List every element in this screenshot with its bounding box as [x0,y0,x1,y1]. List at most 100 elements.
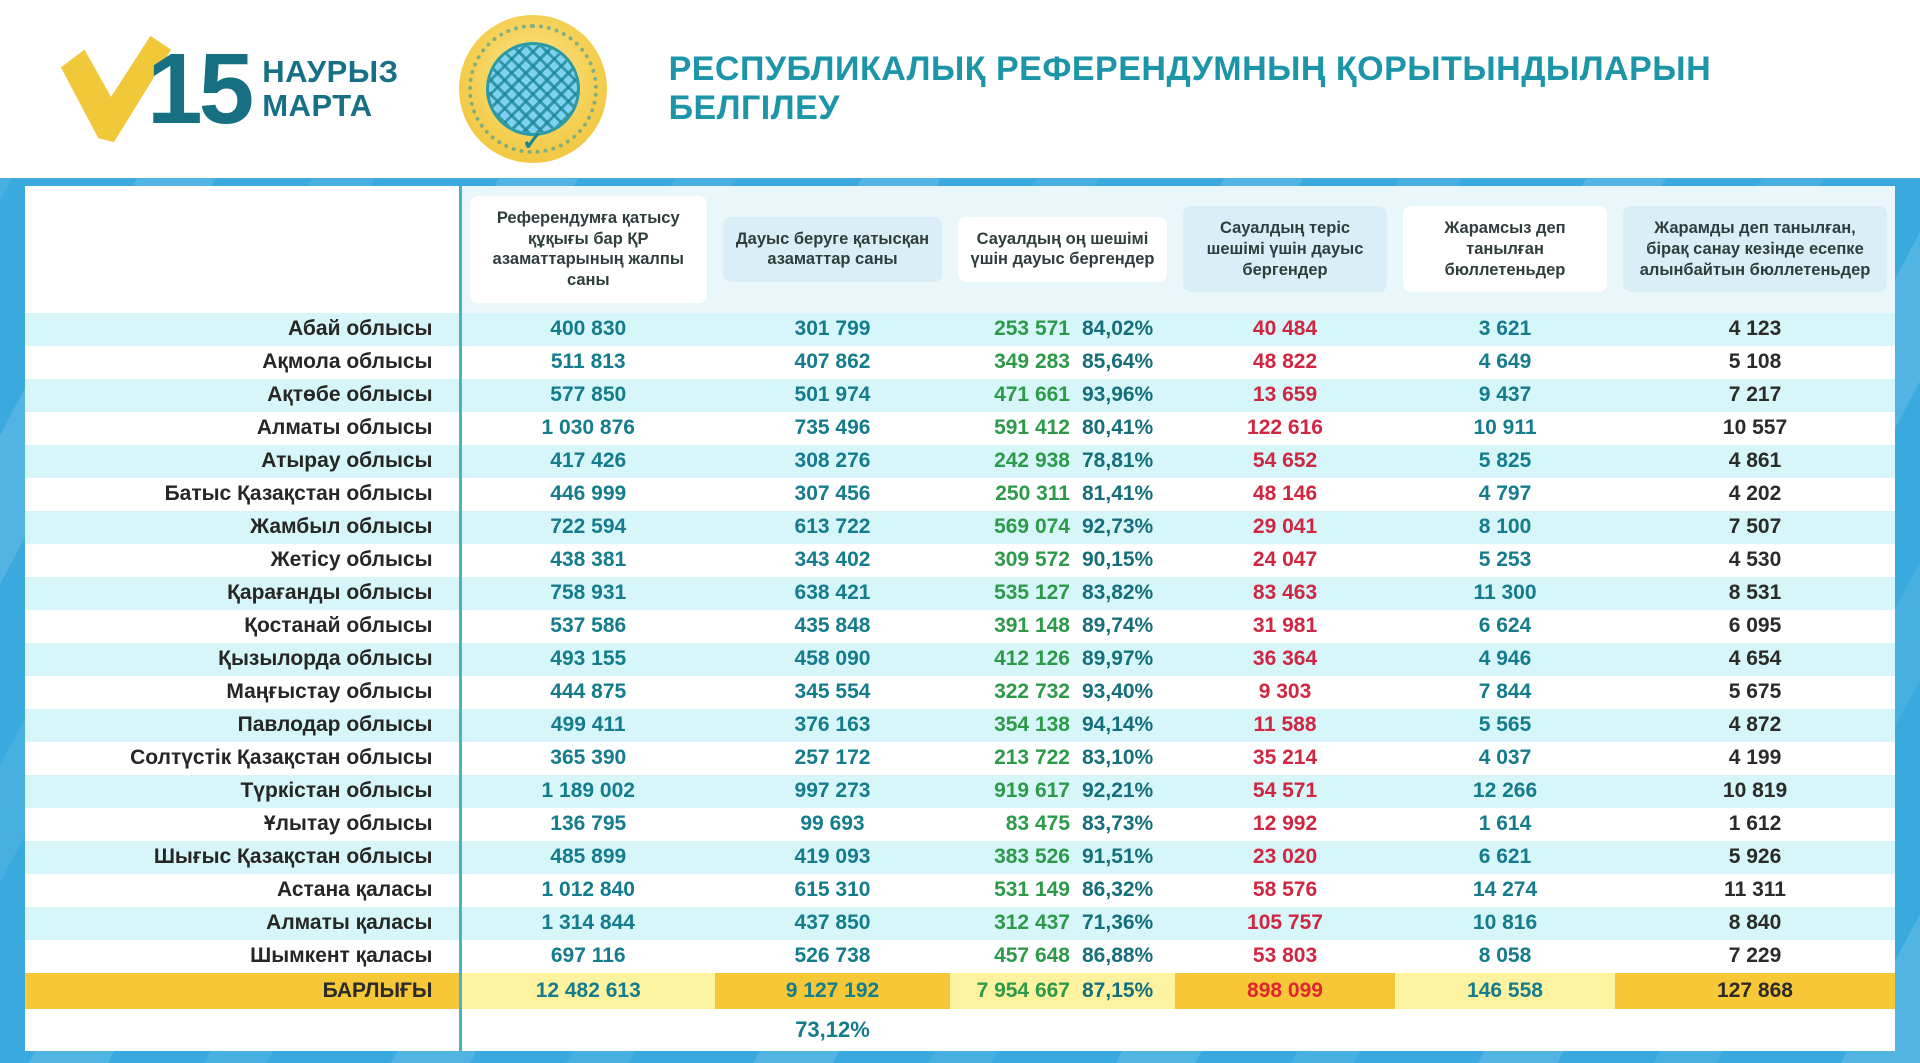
cell-invalid: 5 253 [1478,548,1532,571]
cell-voted: 308 276 [794,449,871,472]
column-header-eligible: Референдумға қатысу құқығы бар ҚР азамат… [458,186,715,313]
total-eligible: 12 482 613 [458,972,715,1009]
cell-region: Ұлытау облысы [263,812,433,835]
cell-eligible: 1 030 876 [458,411,715,445]
cell-yes-pct: 89,97% [1082,647,1154,670]
cell-no: 53 803 [1252,944,1318,967]
cell-region: Батыс Қазақстан облысы [164,482,433,505]
cell-yes: 531 149 [994,878,1070,901]
cell-eligible: 697 116 [458,939,715,973]
cell-yes: 242 938 [994,449,1070,472]
check-icon [60,35,172,143]
cell-no: 36 364 [1252,647,1318,670]
cell-yes: 253 571 [994,317,1070,340]
turnout-spacer [25,1009,460,1051]
cell-uncounted: 7 229 [1728,944,1782,967]
cell-uncounted: 5 675 [1728,680,1782,703]
cell-yes: 354 138 [994,713,1070,736]
table-row: Ақтөбе облысы 577 850 501 974 471 661 93,96%… [25,378,1896,412]
table-row: Батыс Қазақстан облысы 446 999 307 456 250 … [25,477,1896,511]
cell-region: Түркістан облысы [240,779,433,802]
column-header-voted: Дауыс беруге қатысқан азаматтар саны [715,186,950,313]
table-body: Абай облысы 400 830 301 799 253 571 84,02% 40… [25,312,1896,973]
cell-voted: 301 799 [794,317,871,340]
cell-yes-pct: 92,21% [1082,779,1154,802]
cell-invalid: 5 565 [1478,713,1532,736]
cell-yes: 569 074 [994,515,1070,538]
cell-no: 29 041 [1252,515,1318,538]
cell-invalid: 8 058 [1478,944,1532,967]
turnout-row: 73,12% [25,1008,1896,1051]
month-russian: МАРТА [262,88,373,123]
cell-region: Павлодар облысы [237,713,433,736]
cell-region: Шығыс Қазақстан облысы [153,845,433,868]
table-row: Ұлытау облысы 136 795 99 693 83 475 83,73% 12… [25,807,1896,841]
cell-invalid: 4 037 [1478,746,1532,769]
cell-yes-pct: 94,14% [1082,713,1154,736]
cell-voted: 407 862 [794,350,871,373]
cell-uncounted: 4 123 [1728,317,1782,340]
cell-yes-pct: 85,64% [1082,350,1154,373]
table-row: Астана қаласы 1 012 840 615 310 531 149 86,3… [25,873,1896,907]
top-bar: 15 НАУРЫЗ МАРТА ✓ РЕСПУБЛИКАЛЫҚ РЕФЕРЕНД… [0,0,1920,178]
turnout-spacer [458,1008,715,1051]
cell-no: 35 214 [1252,746,1318,769]
turnout-spacer [950,1009,1895,1051]
cell-yes-pct: 93,96% [1082,383,1154,406]
cell-voted: 307 456 [794,482,871,505]
date-months: НАУРЫЗ МАРТА [262,54,398,123]
results-table: Референдумға қатысу құқығы бар ҚР азамат… [25,186,1896,1051]
cell-yes-pct: 71,36% [1082,911,1154,934]
cell-yes: 83 475 [1005,812,1070,835]
table-row: Павлодар облысы 499 411 376 163 354 138 94,1… [25,708,1896,742]
cell-eligible: 1 189 002 [458,774,715,808]
cell-invalid: 4 649 [1478,350,1532,373]
cell-yes: 535 127 [994,581,1070,604]
cell-no: 13 659 [1252,383,1318,406]
cell-uncounted: 7 217 [1728,383,1782,406]
cell-yes-pct: 84,02% [1082,317,1154,340]
cell-uncounted: 7 507 [1728,515,1782,538]
cell-invalid: 10 911 [1473,416,1537,439]
cell-no: 40 484 [1252,317,1318,340]
cell-uncounted: 4 202 [1728,482,1782,505]
cell-uncounted: 4 654 [1728,647,1782,670]
cell-eligible: 438 381 [458,543,715,577]
cell-yes: 349 283 [994,350,1070,373]
cell-yes: 412 126 [994,647,1070,670]
cell-uncounted: 6 095 [1728,614,1782,637]
results-board: Референдумға қатысу құқығы бар ҚР азамат… [0,178,1920,1063]
cell-eligible: 365 390 [458,741,715,775]
table-header: Референдумға қатысу құқығы бар ҚР азамат… [25,186,1896,313]
cell-yes-pct: 86,32% [1082,878,1154,901]
cell-eligible: 577 850 [458,378,715,412]
cell-no: 105 757 [1247,911,1323,934]
cell-voted: 435 848 [794,614,871,637]
cell-region: Атырау облысы [261,449,433,472]
cell-region: Қарағанды облысы [227,581,433,604]
total-no: 898 099 [1175,972,1396,1009]
column-header-no: Сауалдың теріс шешімі үшін дауыс бергенд… [1175,186,1395,313]
cell-voted: 419 093 [794,845,871,868]
cell-uncounted: 10 557 [1722,416,1788,439]
turnout-value: 73,12% [795,1016,870,1042]
cell-voted: 345 554 [794,680,871,703]
cell-voted: 997 273 [794,779,871,802]
table-row: Абай облысы 400 830 301 799 253 571 84,02% 40… [25,312,1896,346]
column-header-uncounted: Жарамды деп танылған, бірақ санау кезінд… [1615,186,1895,313]
cell-no: 31 981 [1252,614,1318,637]
cell-voted: 376 163 [794,713,871,736]
table-row: Жетісу облысы 438 381 343 402 309 572 90,15%… [25,543,1896,577]
cell-region: Солтүстік Қазақстан облысы [130,746,433,769]
cell-yes-pct: 81,41% [1082,482,1154,505]
cell-eligible: 485 899 [458,840,715,874]
cell-eligible: 1 012 840 [458,873,715,907]
emblem-check-icon: ✓ [521,126,544,156]
cell-yes-pct: 92,73% [1082,515,1154,538]
cell-region: Қостанай облысы [244,614,433,637]
cec-emblem-icon: ✓ [458,15,607,163]
cell-no: 9 303 [1258,680,1312,703]
cell-invalid: 5 825 [1478,449,1532,472]
cell-uncounted: 4 199 [1728,746,1782,769]
cell-invalid: 12 266 [1472,779,1538,802]
